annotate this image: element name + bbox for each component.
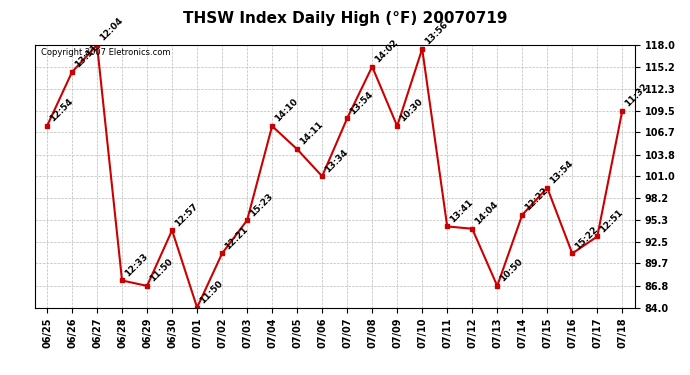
Text: 13:54: 13:54 [549, 159, 575, 186]
Text: 12:51: 12:51 [598, 207, 625, 234]
Text: 13:41: 13:41 [448, 197, 475, 224]
Text: 12:04: 12:04 [98, 16, 125, 43]
Text: 15:23: 15:23 [248, 191, 275, 218]
Text: 12:54: 12:54 [48, 97, 75, 124]
Text: 11:50: 11:50 [148, 257, 175, 284]
Text: 14:11: 14:11 [298, 120, 325, 147]
Text: Copyright 2007 Eletronics.com: Copyright 2007 Eletronics.com [41, 48, 170, 57]
Text: 14:04: 14:04 [473, 200, 500, 226]
Text: 11:50: 11:50 [198, 279, 225, 305]
Text: 12:22: 12:22 [524, 186, 550, 213]
Text: 13:54: 13:54 [348, 89, 375, 116]
Text: 12:57: 12:57 [173, 201, 200, 228]
Text: 14:02: 14:02 [373, 38, 400, 64]
Text: 11:32: 11:32 [624, 82, 650, 108]
Text: 14:10: 14:10 [273, 97, 300, 124]
Text: 12:21: 12:21 [224, 225, 250, 251]
Text: 12:33: 12:33 [124, 252, 150, 278]
Text: 13:34: 13:34 [324, 147, 350, 174]
Text: 13:11: 13:11 [73, 43, 100, 70]
Text: 10:50: 10:50 [498, 257, 525, 284]
Text: 10:30: 10:30 [398, 98, 425, 124]
Text: 15:22: 15:22 [573, 225, 600, 251]
Text: 13:56: 13:56 [424, 20, 450, 46]
Text: THSW Index Daily High (°F) 20070719: THSW Index Daily High (°F) 20070719 [183, 11, 507, 26]
